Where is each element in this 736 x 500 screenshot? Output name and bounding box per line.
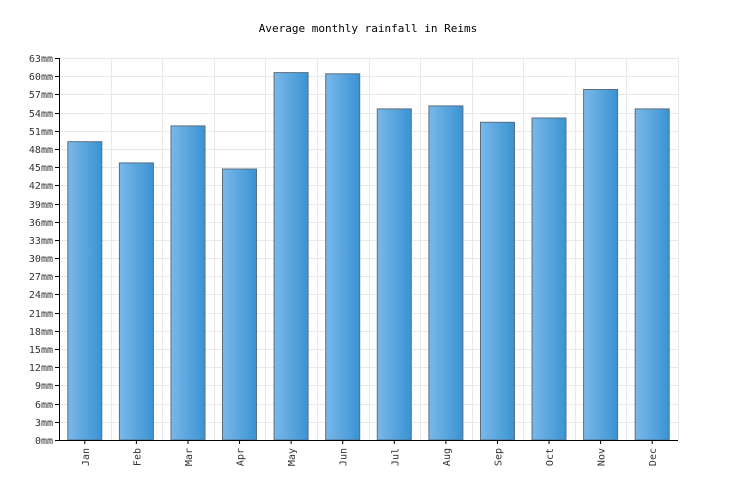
x-tick-label: Aug xyxy=(442,448,453,466)
grid-lines xyxy=(59,58,679,441)
y-tick-label: 24mm xyxy=(29,290,53,301)
bar-feb xyxy=(118,162,154,441)
bar-sep xyxy=(480,121,515,441)
bar-jul xyxy=(376,108,412,441)
y-tick-label: 15mm xyxy=(29,345,53,356)
x-tick-label: Nov xyxy=(597,448,608,466)
y-tick-label: 27mm xyxy=(29,272,53,283)
bar-dec xyxy=(634,108,670,441)
x-tick-label: Dec xyxy=(648,448,659,466)
bar-jun xyxy=(325,73,361,441)
y-tick-labels: 0mm 3mm 6mm 9mm 12mm 15mm 18mm 21mm 24mm 27mm 30mm… xyxy=(29,54,53,447)
x-tick-label: Mar xyxy=(184,448,195,466)
bar-mar xyxy=(170,125,206,441)
bar-aug xyxy=(428,105,464,441)
y-tick-label: 48mm xyxy=(29,145,53,156)
y-tick-label: 18mm xyxy=(29,327,53,338)
y-tick-label: 57mm xyxy=(29,90,53,101)
y-tick-label: 45mm xyxy=(29,163,53,174)
x-tick-labels: Jan Feb Mar Apr May Jun Jul Aug Sep Oct Nov Dec xyxy=(81,448,659,466)
chart-title: Average monthly rainfall in Reims xyxy=(258,22,478,35)
y-tick-label: 42mm xyxy=(29,181,53,192)
x-tick-label: Jun xyxy=(339,448,350,466)
x-tick-label: Jan xyxy=(81,448,92,466)
bar-apr xyxy=(222,168,257,441)
bars xyxy=(67,72,670,441)
y-tick-label: 9mm xyxy=(35,381,53,392)
y-tick-label: 6mm xyxy=(35,400,53,411)
y-tick-label: 21mm xyxy=(29,309,53,320)
x-tick-label: Apr xyxy=(236,448,247,466)
y-tick-label: 39mm xyxy=(29,200,53,211)
y-tick-label: 3mm xyxy=(35,418,53,429)
y-tick-label: 63mm xyxy=(29,54,53,65)
bar-oct xyxy=(531,117,567,441)
bar-nov xyxy=(583,89,619,441)
axes xyxy=(55,58,678,444)
y-tick-label: 33mm xyxy=(29,236,53,247)
y-tick-label: 36mm xyxy=(29,218,53,229)
x-tick-label: Jul xyxy=(390,448,401,466)
x-tick-label: Sep xyxy=(493,448,504,466)
x-tick-label: Feb xyxy=(132,448,143,466)
x-tick-label: Oct xyxy=(545,448,556,466)
bar-jan xyxy=(67,141,103,441)
y-tick-label: 12mm xyxy=(29,363,53,374)
y-tick-label: 30mm xyxy=(29,254,53,265)
y-tick-label: 60mm xyxy=(29,72,53,83)
y-tick-label: 54mm xyxy=(29,109,53,120)
y-tick-label: 51mm xyxy=(29,127,53,138)
y-tick-label: 0mm xyxy=(35,436,53,447)
x-tick-label: May xyxy=(287,448,298,466)
bar-may xyxy=(273,72,309,441)
